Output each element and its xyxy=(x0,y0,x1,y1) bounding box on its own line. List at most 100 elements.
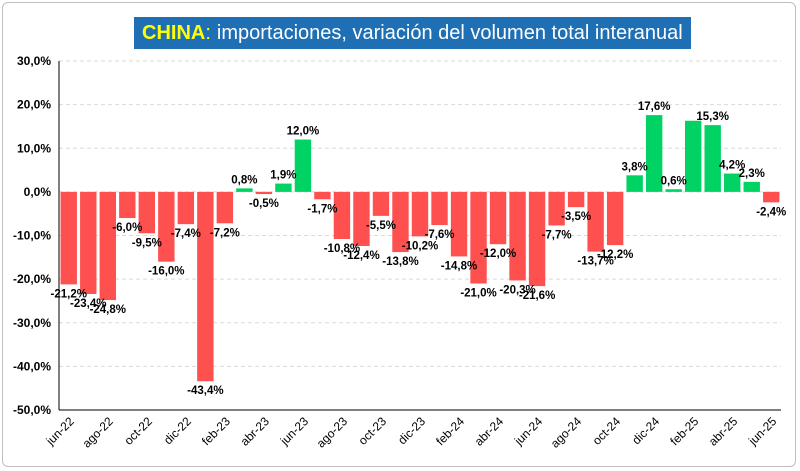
bar xyxy=(158,191,175,262)
bar xyxy=(236,188,253,192)
bar xyxy=(216,191,234,224)
data-label: -21,2% xyxy=(51,288,87,300)
bar xyxy=(606,191,624,246)
data-label: -16,0% xyxy=(148,266,184,278)
y-tick-label: -40,0% xyxy=(13,359,51,373)
data-label: -3,5% xyxy=(561,211,591,223)
y-tick-label: 20,0% xyxy=(17,98,51,112)
x-tick-label: feb-24 xyxy=(433,414,467,448)
data-label: 2,3% xyxy=(739,168,765,180)
y-tick-label: -50,0% xyxy=(13,403,51,417)
data-label: 1,9% xyxy=(270,170,296,182)
bar xyxy=(509,191,526,281)
title-text: importaciones, variación del volumen tot… xyxy=(216,21,683,44)
bar xyxy=(177,191,195,225)
data-label: -43,4% xyxy=(187,385,223,397)
data-label: 4,2% xyxy=(719,160,745,172)
y-tick-label: -10,0% xyxy=(13,229,51,243)
bar xyxy=(353,191,370,246)
x-tick-label: abr-25 xyxy=(706,414,741,449)
data-label: -7,7% xyxy=(542,229,572,241)
x-tick-label: dic-24 xyxy=(629,414,662,447)
bar xyxy=(665,189,682,192)
bar xyxy=(392,191,409,253)
data-label: -13,8% xyxy=(382,256,418,268)
x-tick-label: dic-22 xyxy=(161,414,194,447)
x-tick-label: feb-23 xyxy=(199,414,233,448)
data-label: -1,7% xyxy=(307,203,337,215)
data-label: -7,2% xyxy=(210,227,240,239)
bar xyxy=(645,115,663,192)
bar xyxy=(431,191,448,226)
bar xyxy=(255,191,273,195)
x-tick-label: abr-24 xyxy=(472,414,507,449)
bar xyxy=(724,173,741,192)
bar xyxy=(275,183,292,192)
y-tick-label: -20,0% xyxy=(13,272,51,286)
y-tick-label: 30,0% xyxy=(17,54,51,68)
bar xyxy=(587,191,604,252)
data-label: -6,0% xyxy=(112,222,142,234)
x-tick-label: ago-24 xyxy=(548,414,585,451)
data-label: -7,4% xyxy=(171,228,201,240)
y-tick-label: 10,0% xyxy=(17,141,51,155)
bar xyxy=(411,191,429,237)
bar xyxy=(704,125,721,192)
data-label: -12,0% xyxy=(480,248,516,260)
data-label: 0,8% xyxy=(231,174,257,186)
x-tick-label: jun-23 xyxy=(277,414,311,448)
bar xyxy=(567,191,585,208)
bar xyxy=(763,191,780,203)
x-tick-label: jun-24 xyxy=(511,414,545,448)
title-colon: : xyxy=(205,21,211,44)
data-label: 15,3% xyxy=(696,111,729,123)
data-label: -21,0% xyxy=(460,287,496,299)
x-tick-label: abr-23 xyxy=(238,414,273,449)
data-label: -24,8% xyxy=(90,304,126,316)
data-label: -10,8% xyxy=(324,243,360,255)
y-tick-label: 0,0% xyxy=(24,185,52,199)
data-label: -12,2% xyxy=(597,249,633,261)
bar xyxy=(470,191,487,284)
data-label: -7,6% xyxy=(424,229,454,241)
data-label: -5,5% xyxy=(366,220,396,232)
bar xyxy=(489,191,507,245)
bar xyxy=(314,191,331,200)
bar xyxy=(99,191,116,301)
bar xyxy=(294,139,312,192)
bar xyxy=(450,191,468,257)
bar xyxy=(548,191,565,226)
data-label: -13,7% xyxy=(577,256,613,268)
bar xyxy=(197,191,214,382)
chart-title: CHINA: importaciones, variación del volum… xyxy=(134,17,691,49)
bar xyxy=(626,175,643,192)
data-label: -9,5% xyxy=(132,237,162,249)
x-tick-label: ago-23 xyxy=(314,414,351,451)
data-label: -10,2% xyxy=(402,240,438,252)
x-tick-label: jun-25 xyxy=(745,414,779,448)
bar xyxy=(80,191,97,294)
data-label: -14,8% xyxy=(441,260,477,272)
bar xyxy=(684,120,702,192)
data-label: -23,4% xyxy=(70,298,106,310)
data-label: -21,6% xyxy=(519,290,555,302)
bar xyxy=(119,191,136,219)
bar xyxy=(528,191,546,287)
title-country: CHINA xyxy=(142,21,206,44)
bar xyxy=(138,191,156,234)
y-tick-label: -30,0% xyxy=(13,316,51,330)
data-label: 12,0% xyxy=(287,126,320,138)
x-tick-label: oct-22 xyxy=(121,414,155,448)
x-tick-label: jun-22 xyxy=(43,414,77,448)
x-tick-label: dic-23 xyxy=(395,414,428,447)
data-label: -2,4% xyxy=(756,206,786,218)
x-tick-label: oct-24 xyxy=(590,414,624,448)
x-tick-label: ago-22 xyxy=(80,414,117,451)
data-label: 17,6% xyxy=(638,101,671,113)
data-label: 0,6% xyxy=(661,175,687,187)
x-tick-label: oct-23 xyxy=(356,414,390,448)
data-label: -12,4% xyxy=(343,250,379,262)
data-label: 3,8% xyxy=(622,161,648,173)
data-label: -20,3% xyxy=(499,284,535,296)
